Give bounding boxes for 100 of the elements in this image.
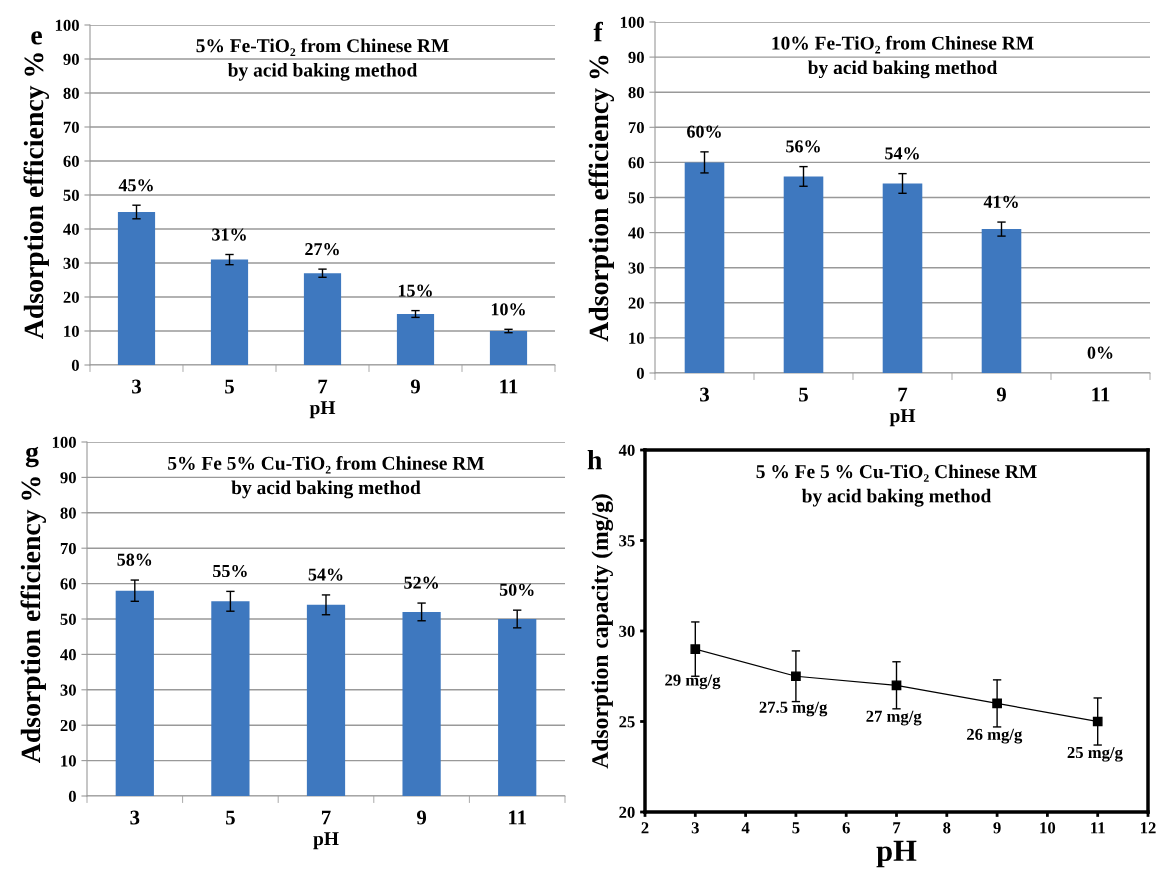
x-tick-label: 3 xyxy=(130,810,140,825)
y-tick-label: 40 xyxy=(63,223,79,235)
data-label: 25 mg/g xyxy=(1067,746,1123,762)
x-tick-label: 7 xyxy=(321,810,331,825)
data-label: 15% xyxy=(398,284,432,297)
y-tick-label: 40 xyxy=(628,227,644,239)
y-tick-label: 0 xyxy=(71,359,79,371)
x-tick-label: 5 xyxy=(225,379,234,394)
text: e xyxy=(31,31,42,45)
data-label: 56% xyxy=(786,140,820,153)
y-tick-label: 90 xyxy=(63,53,79,65)
y-tick-label: 35 xyxy=(619,535,635,547)
data-label: 58% xyxy=(117,553,152,566)
bar xyxy=(115,590,154,796)
bar xyxy=(498,619,537,796)
data-label: 10% xyxy=(491,303,525,316)
y-tick-label: 20 xyxy=(60,719,76,732)
x-tick-label: 2 xyxy=(641,822,649,834)
y-tick-label: 70 xyxy=(60,542,76,555)
x-tick-label: 11 xyxy=(509,810,526,825)
y-tick-label: 20 xyxy=(628,297,644,309)
bar xyxy=(684,162,725,373)
data-label: 26 mg/g xyxy=(967,728,1023,744)
x-tick-label: 9 xyxy=(993,822,1001,834)
y-tick-label: 80 xyxy=(60,507,76,519)
bar xyxy=(303,273,342,365)
text: 10% Fe-TiO₂ from Chinese RM by acid baking method xyxy=(772,35,1034,79)
data-label: 54% xyxy=(308,568,343,581)
data-label: 27 mg/g xyxy=(866,710,922,726)
point xyxy=(690,644,701,654)
data-label: 27.5 mg/g xyxy=(759,701,828,717)
bar xyxy=(117,212,156,365)
x-tick-label: 3 xyxy=(132,379,141,394)
y-tick-label: 100 xyxy=(620,16,644,28)
bar xyxy=(489,331,528,365)
data-label: 27% xyxy=(305,243,339,256)
y-tick-label: 50 xyxy=(63,189,79,201)
data-label: 29 mg/g xyxy=(665,674,721,690)
y-axis-title: Adsorption efficiency % xyxy=(20,477,47,763)
y-tick-label: 20 xyxy=(63,291,79,303)
x-tick-label: 12 xyxy=(1141,822,1156,834)
data-label: 50% xyxy=(499,583,534,596)
y-tick-label: 90 xyxy=(628,51,644,64)
bar xyxy=(882,183,923,373)
y-tick-label: 100 xyxy=(52,436,76,448)
data-label: 41% xyxy=(983,195,1018,208)
y-tick-label: 50 xyxy=(60,613,76,625)
y-tick-label: 10 xyxy=(64,325,79,337)
y-tick-label: 50 xyxy=(628,192,644,204)
text: 5% Fe-TiO₂ from Chinese RM by acid baking method xyxy=(196,38,449,81)
x-tick-label: 10 xyxy=(1040,822,1056,834)
bar xyxy=(210,259,249,365)
y-tick-label: 40 xyxy=(618,444,635,456)
data-label: 52% xyxy=(404,576,438,589)
x-tick-label: 4 xyxy=(741,822,750,834)
y-axis-title: Adsorption efficiency % xyxy=(23,53,50,339)
y-tick-label: 10 xyxy=(629,332,644,344)
x-tick-label: 7 xyxy=(318,379,328,394)
x-tick-label: 7 xyxy=(893,822,901,834)
data-label: 0% xyxy=(1087,346,1113,359)
y-tick-label: 20 xyxy=(619,806,635,818)
text: 5 % Fe 5 % Cu-TiO₂ Chinese RM by acid baking method xyxy=(756,464,1037,507)
y-tick-label: 70 xyxy=(628,122,644,134)
text: 5% Fe 5% Cu-TiO₂ from Chinese RM by acid baking method xyxy=(168,455,485,499)
x-tick-label: 11 xyxy=(500,379,518,394)
data-label: 60% xyxy=(687,125,721,138)
bar xyxy=(783,176,824,373)
y-tick-label: 40 xyxy=(60,649,76,661)
bar xyxy=(306,604,346,796)
y-tick-label: 30 xyxy=(619,625,635,637)
bar xyxy=(402,611,441,796)
x-tick-label: 3 xyxy=(700,387,709,402)
x-tick-label: 11 xyxy=(1092,387,1110,402)
data-label: 55% xyxy=(213,564,247,578)
x-tick-label: 9 xyxy=(410,379,420,394)
y-tick-label: 60 xyxy=(628,157,644,169)
y-tick-label: 60 xyxy=(63,155,79,167)
text: f xyxy=(593,21,603,42)
y-tick-label: 80 xyxy=(63,87,79,99)
y-tick-label: 30 xyxy=(63,257,79,269)
y-tick-label: 90 xyxy=(60,472,76,484)
y-tick-label: 0 xyxy=(68,790,76,802)
y-tick-label: 30 xyxy=(628,262,644,274)
data-label: 31% xyxy=(212,228,246,241)
bar xyxy=(396,314,435,365)
y-tick-label: 30 xyxy=(60,684,76,696)
x-tick-label: 9 xyxy=(416,810,427,825)
x-tick-label: 5 xyxy=(792,822,800,834)
y-tick-label: 25 xyxy=(619,716,635,728)
x-tick-label: 9 xyxy=(996,387,1006,402)
x-axis-title: pH xyxy=(876,840,917,868)
x-tick-label: 5 xyxy=(226,810,235,825)
y-tick-label: 70 xyxy=(63,121,79,133)
x-tick-label: 5 xyxy=(799,387,808,402)
x-tick-label: 11 xyxy=(1091,822,1105,834)
x-tick-label: 8 xyxy=(943,822,951,834)
y-tick-label: 80 xyxy=(628,86,644,99)
x-tick-label: 7 xyxy=(898,387,908,402)
y-axis-title: Adsorption efficiency % xyxy=(588,55,615,342)
bar xyxy=(211,601,250,796)
